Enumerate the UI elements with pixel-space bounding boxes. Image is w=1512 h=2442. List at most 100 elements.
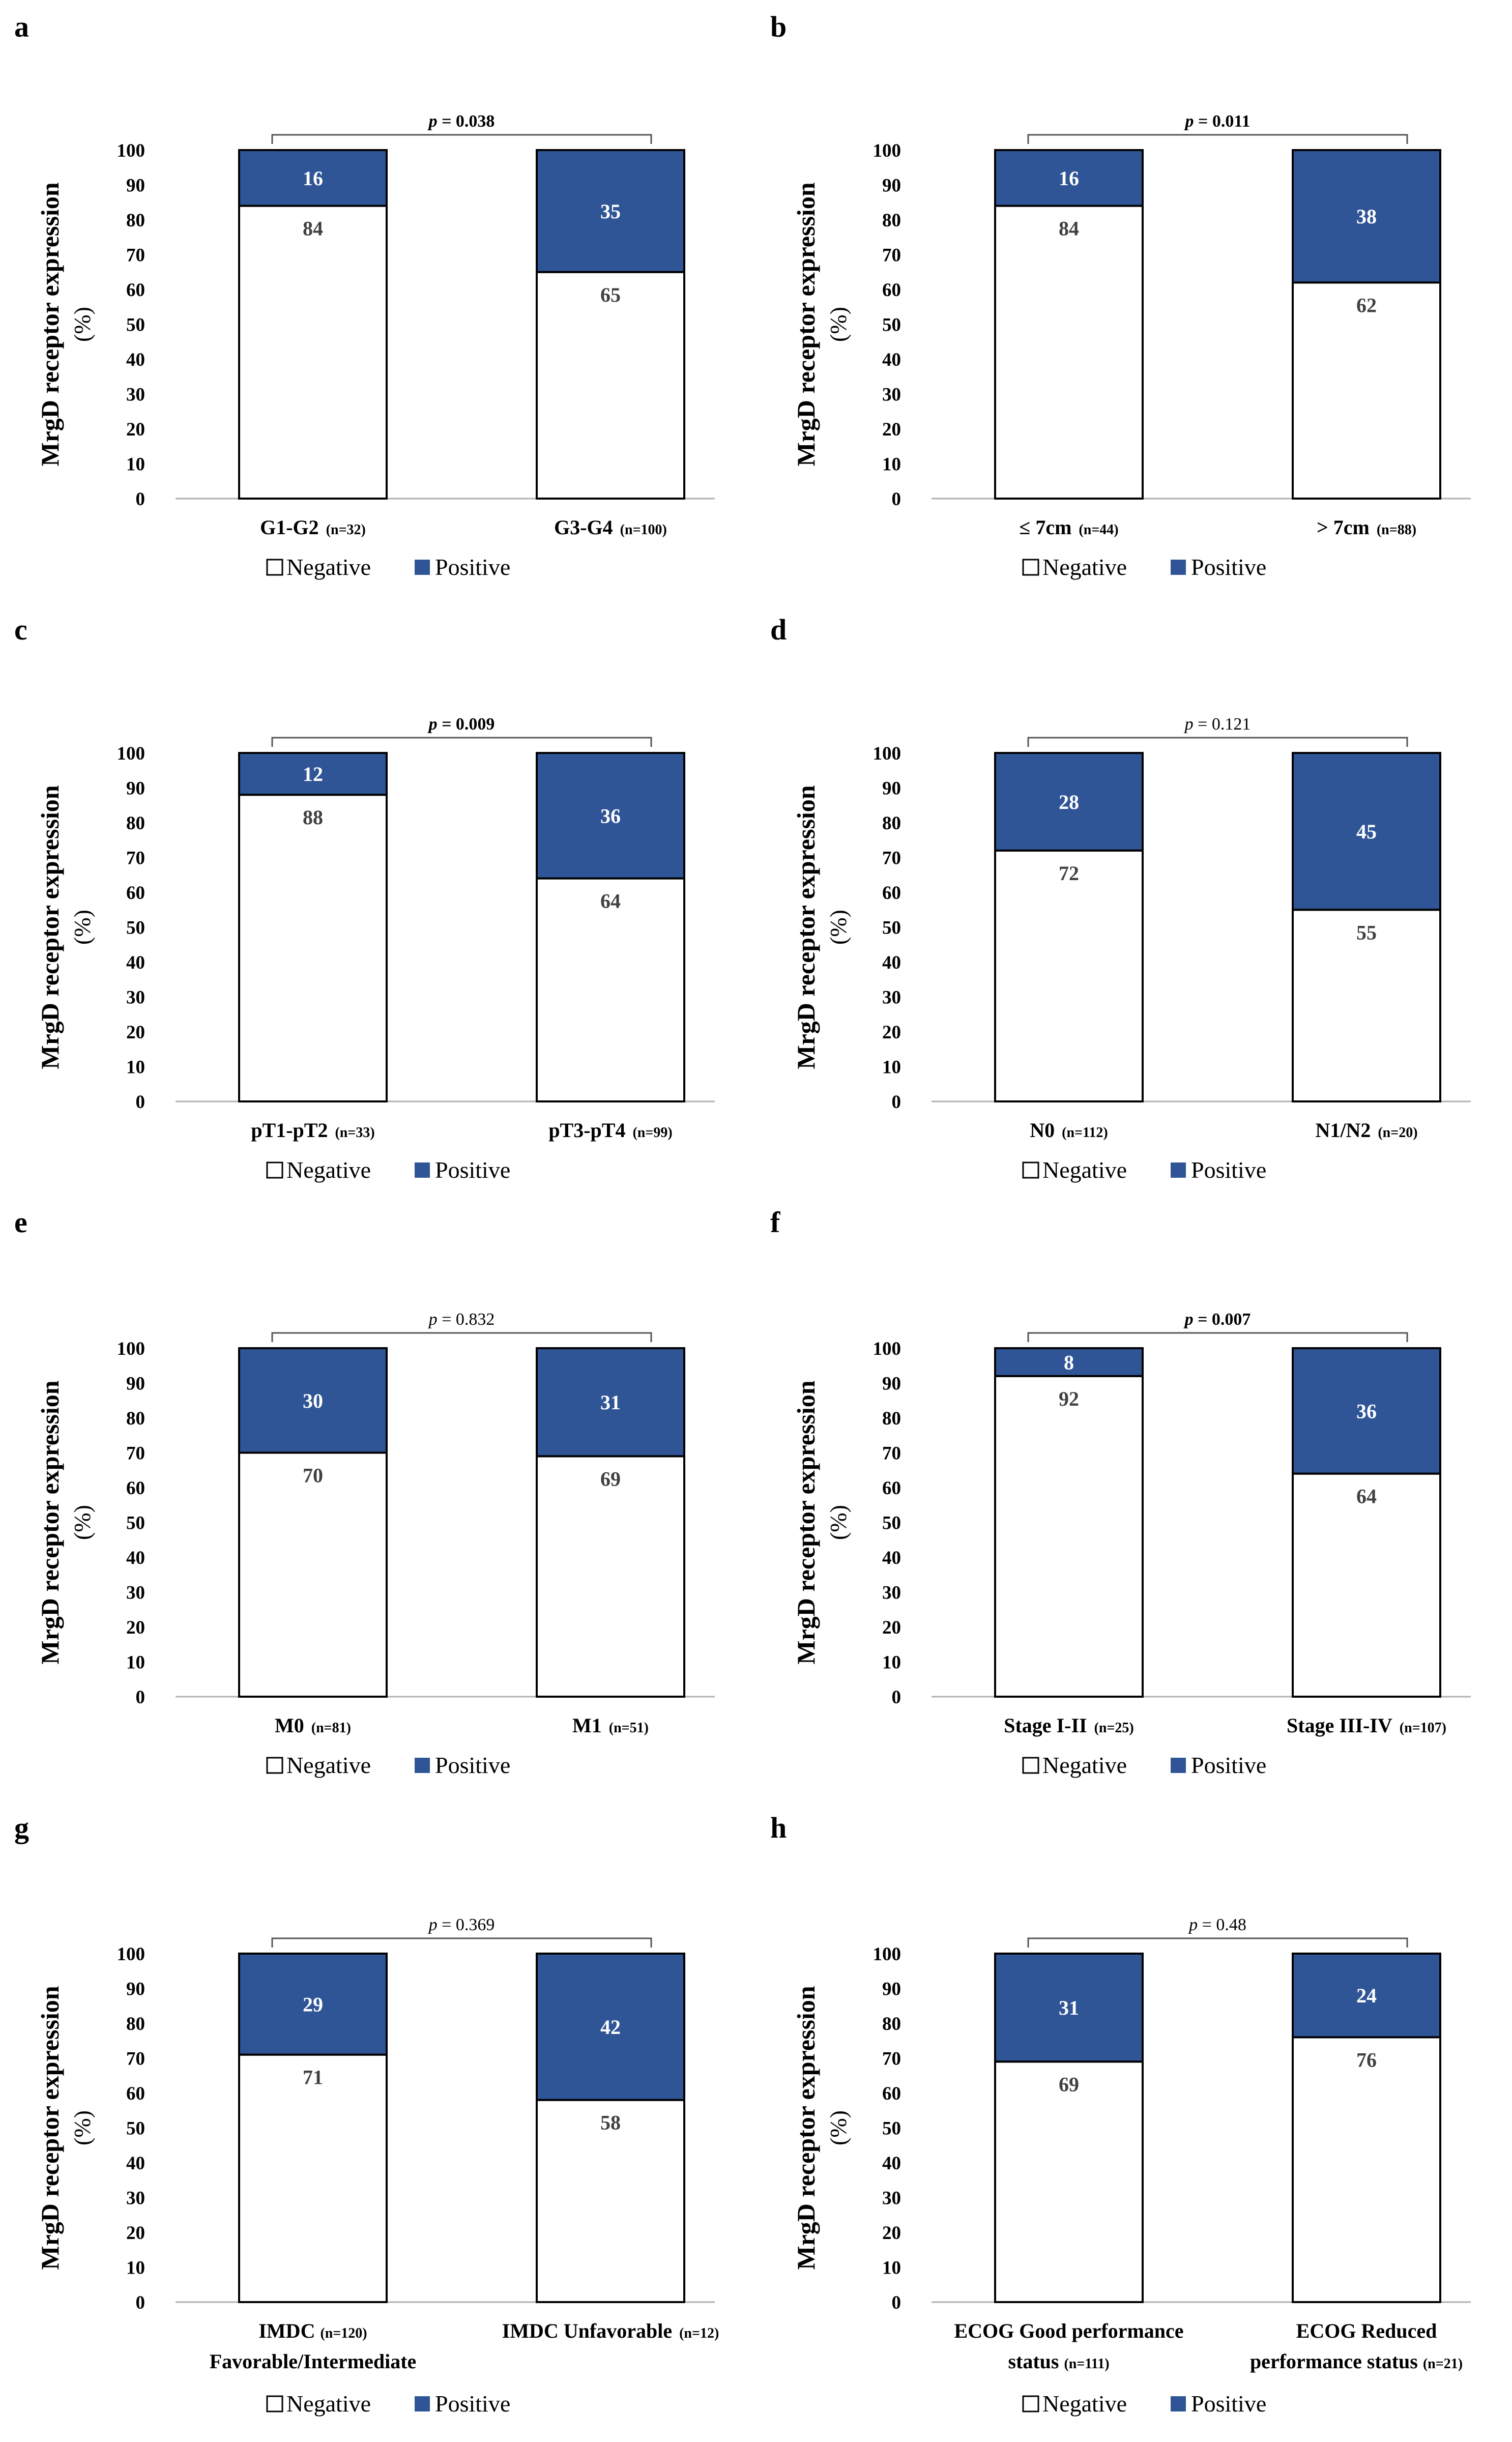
y-tick-label: 0 [136, 1687, 146, 1708]
bar-negative [536, 2099, 685, 2304]
y-tick-label: 50 [126, 315, 145, 336]
p-value-label: p = 0.007 [1183, 1310, 1251, 1329]
y-tick-label: 80 [126, 2014, 145, 2034]
legend-label-positive: Positive [435, 554, 510, 580]
bar-positive [238, 752, 388, 796]
y-tick-label: 20 [126, 1617, 145, 1638]
y-tick-label: 30 [126, 385, 145, 405]
bar-positive [536, 1953, 685, 2101]
y-tick-label: 20 [126, 419, 145, 440]
category-label: pT1-pT2 (n=33) [251, 1119, 374, 1142]
y-tick-label: 70 [126, 1443, 145, 1464]
y-tick-label: 30 [882, 385, 901, 405]
legend-label-negative: Negative [286, 1752, 371, 1778]
y-tick-label: 100 [117, 1944, 146, 1965]
bar-positive [994, 1347, 1144, 1377]
y-tick-label: 60 [126, 280, 145, 301]
y-tick-label: 100 [117, 743, 146, 764]
y-tick-label: 0 [892, 1687, 902, 1708]
data-label-positive: 45 [1356, 820, 1377, 843]
y-tick-label: 30 [882, 987, 901, 1008]
bar-negative [1292, 909, 1441, 1102]
y-axis-label: MrgD receptor expression (%) [792, 785, 851, 1069]
category-label: M1 (n=51) [572, 1714, 649, 1737]
legend-label-positive: Positive [1191, 1157, 1266, 1183]
p-value-label: p = 0.121 [1184, 715, 1251, 734]
y-tick-label: 0 [892, 2292, 902, 2313]
bar-positive [1292, 1347, 1441, 1475]
panel-d: d MrgD receptor expression (%) 0 10 20 30 40 50 6… [770, 613, 1471, 1183]
bar-negative [238, 1451, 388, 1698]
y-tick-label: 10 [126, 1057, 145, 1078]
bar-positive [1292, 1953, 1441, 2039]
legend-label-negative: Negative [286, 554, 371, 580]
data-label-positive: 31 [600, 1391, 621, 1414]
data-label-positive: 16 [1059, 167, 1079, 190]
p-value-label: p = 0.369 [428, 1915, 495, 1934]
panel-letter: d [770, 613, 787, 646]
category-label: > 7cm (n=88) [1317, 516, 1416, 539]
panel-c: c MrgD receptor expression (%) 0 10 20 30 40 50 6… [14, 613, 715, 1183]
panel-letter: e [14, 1206, 27, 1239]
y-tick-label: 10 [126, 1652, 145, 1673]
y-tick-label: 70 [882, 848, 901, 869]
data-label-positive: 36 [1356, 1400, 1377, 1422]
y-tick-label: 10 [126, 454, 145, 475]
panel-g: g MrgD receptor expression (%) 0 10 20 30 40 50 6… [14, 1811, 719, 2417]
p-value-label: p = 0.011 [1184, 112, 1251, 131]
y-tick-label: 100 [873, 140, 902, 161]
category-label: IMDC (n=120) Favorable/Intermediate [210, 2319, 417, 2373]
y-tick-label: 70 [126, 848, 145, 869]
legend-swatch-negative [266, 1757, 283, 1774]
y-tick-label: 90 [126, 778, 145, 799]
y-tick-label: 30 [126, 987, 145, 1008]
category-label: G1-G2 (n=32) [260, 516, 366, 539]
y-tick-label: 100 [873, 1339, 902, 1359]
data-label-negative: 84 [303, 217, 323, 240]
y-tick-label: 70 [126, 245, 145, 266]
bar-negative [536, 271, 685, 500]
data-label-positive: 31 [1059, 1996, 1079, 2019]
y-tick-label: 90 [882, 176, 901, 196]
y-tick-label: 90 [882, 1374, 901, 1394]
y-tick-label: 80 [882, 813, 901, 834]
y-tick-label: 60 [882, 2083, 901, 2104]
y-tick-label: 80 [882, 2014, 901, 2034]
bar-negative [994, 205, 1144, 500]
category-label: N1/N2 (n=20) [1315, 1119, 1417, 1142]
y-tick-label: 40 [126, 952, 145, 973]
y-axis-label: MrgD receptor expression (%) [36, 182, 95, 466]
y-tick-label: 10 [882, 454, 901, 475]
data-label-positive: 42 [600, 2016, 621, 2039]
panel-letter: a [14, 10, 29, 43]
y-tick-label: 30 [882, 2188, 901, 2209]
legend-label-negative: Negative [286, 2391, 371, 2417]
category-label: M0 (n=81) [275, 1714, 351, 1737]
bar-negative [1292, 2036, 1441, 2303]
data-label-negative: 84 [1059, 217, 1079, 240]
legend-swatch-positive [1171, 560, 1186, 575]
y-tick-label: 20 [126, 2223, 145, 2244]
y-tick-label: 100 [873, 1944, 902, 1965]
panel-letter: b [770, 10, 787, 43]
panel-letter: h [770, 1811, 787, 1844]
y-tick-label: 60 [882, 1478, 901, 1499]
significance-bracket [271, 1332, 652, 1342]
legend-swatch-positive [415, 560, 430, 575]
y-tick-label: 80 [126, 813, 145, 834]
y-tick-label: 40 [126, 350, 145, 370]
y-tick-label: 50 [126, 918, 145, 939]
legend-label-negative: Negative [1042, 554, 1127, 580]
legend-swatch-positive [1171, 1162, 1186, 1178]
category-label: IMDC Unfavorable (n=12) [502, 2319, 719, 2342]
y-tick-label: 10 [882, 2258, 901, 2279]
data-label-negative: 70 [303, 1464, 323, 1487]
data-label-negative: 71 [303, 2066, 323, 2089]
bar-positive [994, 149, 1144, 207]
y-tick-label: 60 [126, 1478, 145, 1499]
y-tick-label: 80 [882, 210, 901, 231]
bar-negative [536, 1455, 685, 1698]
bar-negative [1292, 281, 1441, 500]
y-tick-label: 30 [126, 2188, 145, 2209]
data-label-negative: 69 [1059, 2073, 1079, 2096]
